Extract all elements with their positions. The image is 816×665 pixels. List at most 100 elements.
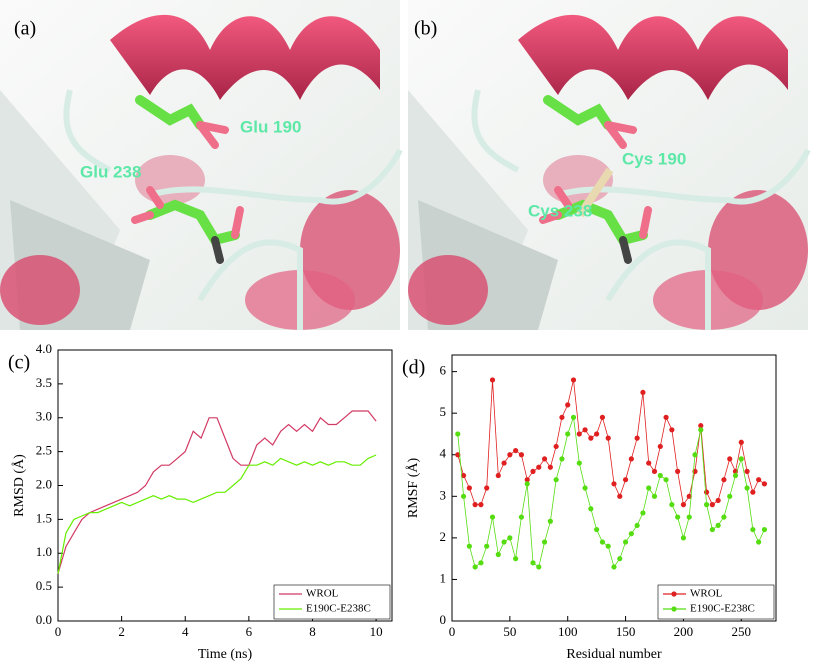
data-point — [455, 452, 461, 458]
x-tick-label: 250 — [732, 624, 752, 639]
data-point — [513, 447, 519, 454]
data-point — [576, 460, 582, 466]
x-axis-title: Time (ns) — [198, 647, 253, 662]
data-point — [744, 485, 750, 491]
data-point — [605, 543, 611, 549]
y-tick-label: 1.0 — [36, 544, 52, 559]
data-point — [594, 431, 600, 437]
data-point — [495, 551, 501, 558]
x-tick-label: 100 — [558, 624, 578, 639]
data-point — [709, 502, 715, 508]
y-tick-label: 4.0 — [36, 341, 52, 356]
data-point — [622, 539, 629, 545]
data-point — [507, 535, 513, 541]
data-point — [605, 435, 611, 441]
data-point — [663, 414, 669, 420]
plot-frame — [451, 354, 777, 622]
x-tick-label: 4 — [182, 624, 189, 639]
data-point — [570, 414, 577, 420]
data-point — [599, 414, 606, 420]
data-point — [565, 431, 571, 437]
data-point — [489, 514, 496, 520]
y-tick-label: 5 — [440, 404, 447, 419]
data-point — [727, 456, 733, 462]
data-point — [588, 435, 594, 441]
panel-label: (d) — [402, 357, 425, 379]
data-point — [536, 464, 542, 470]
legend-marker — [671, 591, 677, 597]
series-line — [57, 410, 377, 574]
y-tick-label: 1.5 — [36, 510, 52, 525]
x-tick-label: 0 — [55, 624, 62, 639]
data-point — [565, 402, 571, 408]
data-point — [628, 456, 634, 462]
data-point — [559, 414, 565, 420]
data-point — [611, 481, 617, 487]
x-tick-label: 50 — [503, 624, 516, 639]
data-point — [466, 543, 472, 549]
data-point — [541, 539, 548, 545]
data-point — [750, 526, 756, 533]
data-point — [501, 539, 507, 545]
y-tick-label: 3 — [440, 487, 447, 502]
data-point — [484, 543, 490, 549]
data-point — [478, 560, 484, 566]
annotation: Glu 190 — [240, 117, 301, 136]
data-point — [489, 377, 496, 383]
data-point — [518, 514, 525, 520]
data-point — [507, 452, 513, 458]
y-tick-label: 1 — [440, 570, 447, 585]
data-point — [744, 468, 750, 474]
data-point — [657, 472, 663, 479]
y-tick-label: 0 — [440, 612, 447, 627]
data-point — [553, 443, 559, 450]
data-point — [692, 452, 698, 458]
panel-label: (a) — [14, 18, 36, 40]
annotation: Cys 238 — [528, 201, 592, 220]
data-point — [709, 526, 715, 533]
y-tick-label: 6 — [440, 363, 447, 378]
x-tick-label: 0 — [449, 624, 456, 639]
data-point — [553, 477, 559, 483]
data-point — [761, 481, 768, 487]
y-tick-label: 2.0 — [36, 476, 52, 491]
y-tick-label: 3.0 — [36, 409, 52, 424]
data-point — [715, 497, 721, 504]
data-point — [501, 460, 507, 466]
data-point — [663, 477, 669, 483]
data-point — [640, 510, 646, 516]
data-point — [524, 477, 530, 483]
data-point — [484, 485, 490, 491]
data-point — [588, 506, 594, 512]
y-tick-label: 3.5 — [36, 375, 52, 390]
y-tick-label: 4 — [440, 446, 447, 461]
legend-label: WROL — [690, 588, 723, 600]
data-point — [657, 443, 663, 450]
data-point — [495, 472, 501, 479]
data-point — [460, 493, 467, 499]
data-point — [727, 493, 733, 499]
annotation: Glu 238 — [80, 162, 141, 181]
data-point — [513, 556, 519, 562]
data-point — [669, 427, 675, 433]
data-point — [472, 564, 478, 570]
data-point — [634, 435, 640, 441]
data-point — [651, 493, 658, 499]
data-point — [675, 514, 681, 520]
data-point — [703, 489, 710, 495]
y-axis-title: RMSF (Å) — [405, 458, 421, 519]
x-tick-label: 10 — [370, 624, 383, 639]
data-point — [455, 431, 461, 437]
data-point — [460, 472, 467, 479]
plot-frame — [57, 349, 393, 622]
data-point — [570, 377, 577, 383]
y-tick-label: 0.0 — [36, 612, 52, 627]
data-point — [599, 539, 606, 545]
data-point — [611, 564, 617, 570]
data-point — [518, 452, 525, 458]
data-point — [756, 477, 762, 483]
data-point — [756, 539, 762, 545]
data-point — [524, 481, 530, 487]
data-point — [559, 456, 565, 462]
data-point — [698, 427, 704, 433]
